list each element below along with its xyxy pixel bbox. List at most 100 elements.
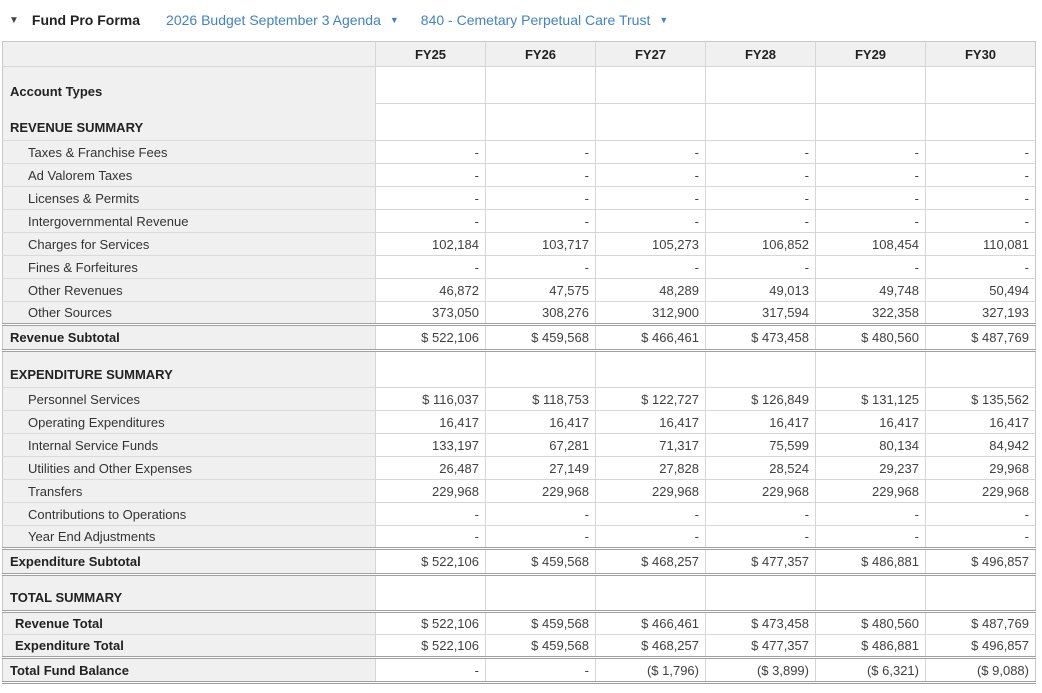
table-row: Operating Expenditures 16,417 16,417 16,417…: [2, 410, 1036, 434]
cell-value: 229,968: [925, 479, 1036, 503]
cell-value: 49,748: [815, 278, 926, 302]
column-header-fy29: FY29: [815, 41, 926, 67]
cell-value: 102,184: [375, 232, 486, 256]
cell-value: [595, 66, 706, 104]
cell-value: -: [595, 525, 706, 549]
cell-value: $ 477,357: [705, 547, 816, 576]
cell-value: $ 459,568: [485, 634, 596, 658]
cell-value: 322,358: [815, 301, 926, 325]
cell-value: 308,276: [485, 301, 596, 325]
cell-value: -: [375, 186, 486, 210]
cell-value: $ 459,568: [485, 610, 596, 635]
cell-value: [705, 574, 816, 612]
cell-value: $ 522,106: [375, 610, 486, 635]
cell-value: [925, 66, 1036, 104]
row-label: Revenue Subtotal: [2, 323, 376, 352]
cell-value: 71,317: [595, 433, 706, 457]
table-row: Year End Adjustments - - - - - -: [2, 525, 1036, 549]
cell-value: [375, 66, 486, 104]
cell-value: 50,494: [925, 278, 1036, 302]
label-column-header: [2, 41, 376, 67]
budget-dropdown[interactable]: 2026 Budget September 3 Agenda: [166, 12, 381, 28]
table-row: Revenue Subtotal $ 522,106 $ 459,568 $ 466,…: [2, 323, 1036, 352]
cell-value: 75,599: [705, 433, 816, 457]
column-header-fy26: FY26: [485, 41, 596, 67]
cell-value: -: [925, 186, 1036, 210]
column-header-fy30: FY30: [925, 41, 1036, 67]
row-label: Taxes & Franchise Fees: [2, 140, 376, 164]
fund-dropdown[interactable]: 840 - Cemetary Perpetual Care Trust: [420, 12, 651, 28]
cell-value: $ 522,106: [375, 634, 486, 658]
table-row: Utilities and Other Expenses 26,487 27,149…: [2, 456, 1036, 480]
table-row: REVENUE SUMMARY: [2, 103, 1036, 141]
table-row: TOTAL SUMMARY: [2, 574, 1036, 612]
cell-value: -: [925, 163, 1036, 187]
row-label: Utilities and Other Expenses: [2, 456, 376, 480]
cell-value: -: [705, 186, 816, 210]
collapse-caret-icon[interactable]: ▼: [9, 14, 19, 26]
cell-value: -: [485, 656, 596, 684]
cell-value: 84,942: [925, 433, 1036, 457]
cell-value: 373,050: [375, 301, 486, 325]
cell-value: [595, 350, 706, 388]
table-row: Internal Service Funds 133,197 67,281 71,31…: [2, 433, 1036, 457]
row-label: Operating Expenditures: [2, 410, 376, 434]
cell-value: $ 496,857: [925, 547, 1036, 576]
cell-value: $ 466,461: [595, 323, 706, 352]
cell-value: -: [595, 502, 706, 526]
cell-value: [375, 103, 486, 141]
column-header-fy27: FY27: [595, 41, 706, 67]
cell-value: $ 496,857: [925, 634, 1036, 658]
cell-value: 105,273: [595, 232, 706, 256]
cell-value: -: [815, 163, 926, 187]
cell-value: -: [705, 140, 816, 164]
cell-value: -: [375, 255, 486, 279]
cell-value: -: [485, 140, 596, 164]
row-label: Expenditure Total: [2, 634, 376, 658]
budget-dropdown-caret-icon[interactable]: ▼: [389, 15, 399, 25]
table-row: Charges for Services 102,184 103,717 105,27…: [2, 232, 1036, 256]
cell-value: [375, 574, 486, 612]
cell-value: ($ 9,088): [925, 656, 1036, 684]
cell-value: -: [485, 255, 596, 279]
row-label: Total Fund Balance: [2, 656, 376, 684]
cell-value: $ 487,769: [925, 610, 1036, 635]
cell-value: 16,417: [595, 410, 706, 434]
cell-value: 133,197: [375, 433, 486, 457]
cell-value: -: [925, 255, 1036, 279]
cell-value: 327,193: [925, 301, 1036, 325]
cell-value: -: [485, 163, 596, 187]
cell-value: [485, 350, 596, 388]
cell-value: 229,968: [375, 479, 486, 503]
cell-value: [815, 103, 926, 141]
cell-value: 103,717: [485, 232, 596, 256]
row-label: Other Revenues: [2, 278, 376, 302]
row-label: Intergovernmental Revenue: [2, 209, 376, 233]
cell-value: 110,081: [925, 232, 1036, 256]
cell-value: 229,968: [595, 479, 706, 503]
row-label: Ad Valorem Taxes: [2, 163, 376, 187]
cell-value: $ 118,753: [485, 387, 596, 411]
fund-dropdown-caret-icon[interactable]: ▼: [659, 15, 669, 25]
cell-value: 317,594: [705, 301, 816, 325]
cell-value: -: [595, 209, 706, 233]
row-label: TOTAL SUMMARY: [2, 574, 376, 612]
cell-value: -: [815, 255, 926, 279]
table-row: Intergovernmental Revenue - - - - - -: [2, 209, 1036, 233]
cell-value: $ 480,560: [815, 610, 926, 635]
cell-value: $ 522,106: [375, 547, 486, 576]
cell-value: ($ 1,796): [595, 656, 706, 684]
row-label: Fines & Forfeitures: [2, 255, 376, 279]
cell-value: -: [815, 502, 926, 526]
table-row: Personnel Services $ 116,037 $ 118,753 $ 12…: [2, 387, 1036, 411]
cell-value: 16,417: [375, 410, 486, 434]
cell-value: -: [595, 163, 706, 187]
cell-value: 229,968: [815, 479, 926, 503]
cell-value: 46,872: [375, 278, 486, 302]
cell-value: [815, 574, 926, 612]
cell-value: -: [815, 186, 926, 210]
cell-value: -: [595, 186, 706, 210]
cell-value: 49,013: [705, 278, 816, 302]
cell-value: -: [595, 140, 706, 164]
row-label: Contributions to Operations: [2, 502, 376, 526]
